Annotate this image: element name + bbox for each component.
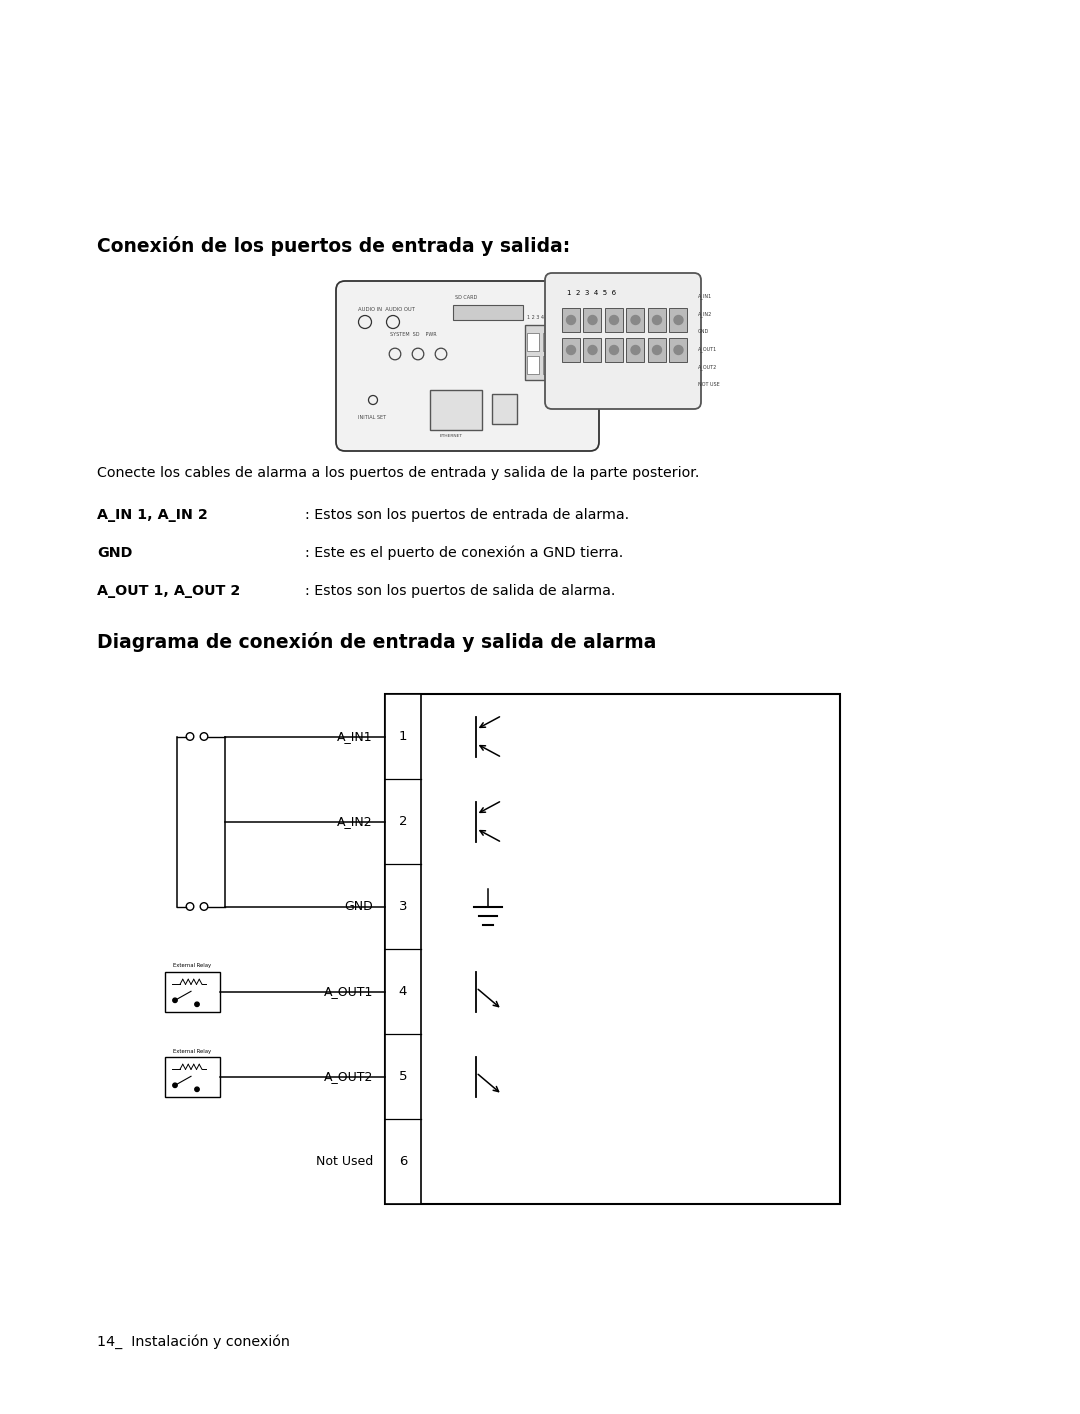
Text: SYSTEM  SD    PWR: SYSTEM SD PWR [390, 332, 436, 337]
Text: A_OUT 1, A_OUT 2: A_OUT 1, A_OUT 2 [97, 584, 240, 598]
Text: Not Used: Not Used [315, 1155, 373, 1168]
Text: A_OUT1: A_OUT1 [698, 346, 717, 352]
Bar [558, 356, 570, 373]
Bar [492, 395, 517, 424]
Text: 1 2 3 4 5 6: 1 2 3 4 5 6 [527, 315, 553, 320]
Text: ETHERNET: ETHERNET [440, 434, 463, 438]
Text: : Estos son los puertos de salida de alarma.: : Estos son los puertos de salida de ala… [305, 584, 616, 598]
Text: GND: GND [97, 546, 133, 560]
Text: External Relay: External Relay [174, 1049, 212, 1053]
Text: GND: GND [345, 899, 373, 913]
Bar [558, 334, 570, 351]
Text: 1  2  3  4  5  6: 1 2 3 4 5 6 [567, 290, 616, 296]
Circle shape [652, 315, 661, 324]
Text: 2: 2 [399, 814, 407, 829]
Text: 6: 6 [399, 1155, 407, 1168]
Circle shape [567, 345, 576, 355]
Bar [670, 338, 688, 362]
Bar [605, 338, 623, 362]
Circle shape [588, 345, 597, 355]
Bar [670, 308, 688, 332]
Bar [525, 325, 575, 380]
Circle shape [173, 998, 177, 1003]
Text: 3: 3 [399, 899, 407, 913]
Text: A_OUT2: A_OUT2 [324, 1070, 373, 1083]
Text: A_OUT1: A_OUT1 [324, 986, 373, 998]
Text: A_IN1: A_IN1 [698, 293, 712, 298]
Bar [583, 338, 602, 362]
Circle shape [631, 345, 640, 355]
Bar [542, 334, 554, 351]
Text: : Este es el puerto de conexión a GND tierra.: : Este es el puerto de conexión a GND ti… [305, 546, 623, 560]
Text: A_IN2: A_IN2 [337, 814, 373, 829]
Bar [605, 308, 623, 332]
Bar [527, 356, 539, 373]
Circle shape [567, 315, 576, 324]
Bar [626, 308, 645, 332]
FancyBboxPatch shape [336, 281, 599, 451]
Circle shape [194, 1003, 199, 1007]
Text: NOT USE: NOT USE [698, 383, 719, 387]
Bar [165, 971, 220, 1011]
Circle shape [652, 345, 661, 355]
Bar [583, 308, 602, 332]
Bar [384, 694, 421, 1203]
FancyBboxPatch shape [545, 273, 701, 409]
Text: A_OUT2: A_OUT2 [698, 365, 717, 370]
Circle shape [631, 315, 640, 324]
Bar [527, 334, 539, 351]
Text: A_IN 1, A_IN 2: A_IN 1, A_IN 2 [97, 508, 207, 522]
Bar [542, 356, 554, 373]
Text: : Estos son los puertos de entrada de alarma.: : Estos son los puertos de entrada de al… [305, 508, 630, 522]
Circle shape [674, 315, 683, 324]
Circle shape [588, 315, 597, 324]
Bar [562, 308, 580, 332]
Circle shape [609, 345, 619, 355]
Circle shape [674, 345, 683, 355]
Bar [453, 305, 523, 320]
Text: Diagrama de conexión de entrada y salida de alarma: Diagrama de conexión de entrada y salida… [97, 632, 657, 652]
Text: 14_  Instalación y conexión: 14_ Instalación y conexión [97, 1335, 289, 1349]
Text: A_IN2: A_IN2 [698, 311, 712, 317]
Bar [648, 338, 666, 362]
Circle shape [173, 1083, 177, 1087]
Text: External Relay: External Relay [174, 963, 212, 969]
Text: INITIAL SET: INITIAL SET [357, 414, 387, 420]
Text: Conecte los cables de alarma a los puertos de entrada y salida de la parte poste: Conecte los cables de alarma a los puert… [97, 467, 700, 479]
Text: AUDIO IN  AUDIO OUT: AUDIO IN AUDIO OUT [357, 307, 415, 312]
Text: 1: 1 [399, 730, 407, 742]
Text: Conexión de los puertos de entrada y salida:: Conexión de los puertos de entrada y sal… [97, 236, 570, 256]
Circle shape [609, 315, 619, 324]
Bar [648, 308, 666, 332]
Bar [165, 1056, 220, 1096]
Bar [562, 338, 580, 362]
Circle shape [194, 1087, 199, 1092]
Text: A_IN1: A_IN1 [337, 730, 373, 742]
Bar [384, 694, 840, 1203]
Text: SD CARD: SD CARD [455, 296, 477, 300]
Text: 4: 4 [399, 986, 407, 998]
Text: GND: GND [698, 329, 710, 334]
Bar [626, 338, 645, 362]
Bar [430, 390, 482, 430]
Text: 5: 5 [399, 1070, 407, 1083]
